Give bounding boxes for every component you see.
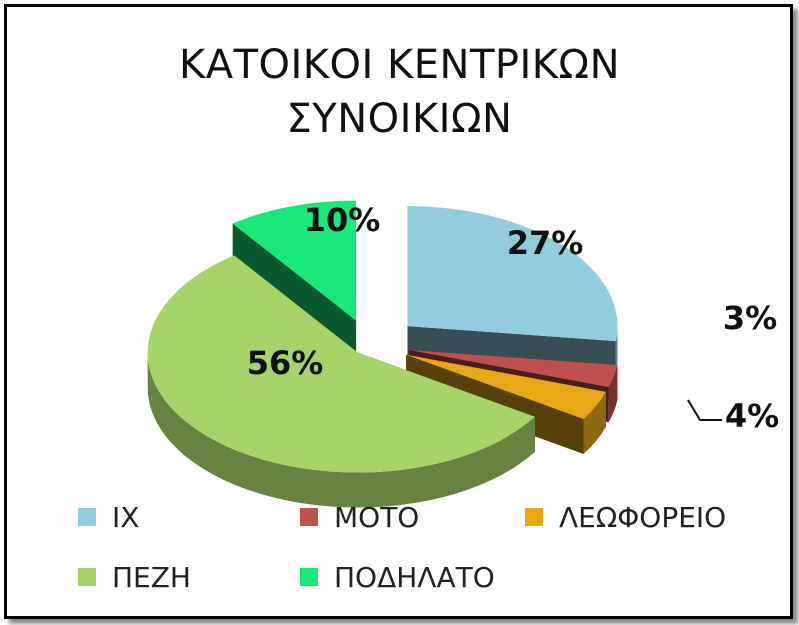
data-label-2: 4% — [725, 397, 779, 435]
legend-item-0: ΙΧ — [78, 497, 139, 537]
data-label-1: 3% — [723, 299, 777, 337]
chart-title-line-2: ΣΥΝΟΙΚΙΩΝ — [286, 96, 513, 142]
legend-swatch — [300, 568, 318, 586]
legend-item-1: ΜΟΤΟ — [300, 497, 419, 537]
legend-label: ΜΟΤΟ — [334, 500, 420, 534]
legend-label: ΛΕΩΦΟΡΕΙΟ — [559, 500, 727, 534]
chart-title-line-1: ΚΑΤΟΙΚΟΙ ΚΕΝΤΡΙΚΩΝ — [178, 42, 621, 88]
data-label-0: 27% — [507, 224, 584, 262]
data-label-3: 56% — [247, 344, 324, 382]
pie-slice-4 — [232, 200, 357, 356]
legend-label: ΠΟΔΗΛΑΤΟ — [334, 560, 495, 594]
legend-swatch — [300, 508, 318, 526]
legend-item-2: ΛΕΩΦΟΡΕΙΟ — [525, 497, 726, 537]
legend-swatch — [525, 508, 543, 526]
legend-label: ΙΧ — [112, 500, 140, 534]
chart-title: ΚΑΤΟΙΚΟΙ ΚΕΝΤΡΙΚΩΝ ΣΥΝΟΙΚΙΩΝ — [0, 38, 799, 146]
legend-label: ΠΕΖΗ — [112, 560, 191, 594]
legend-swatch — [78, 568, 96, 586]
legend-item-3: ΠΕΖΗ — [78, 557, 191, 597]
chart-frame — [4, 4, 793, 619]
pie-slice-3 — [147, 255, 535, 508]
data-label-4: 10% — [304, 201, 381, 239]
legend-item-4: ΠΟΔΗΛΑΤΟ — [300, 557, 495, 597]
legend-swatch — [78, 508, 96, 526]
leader-line-4pct — [687, 399, 722, 421]
